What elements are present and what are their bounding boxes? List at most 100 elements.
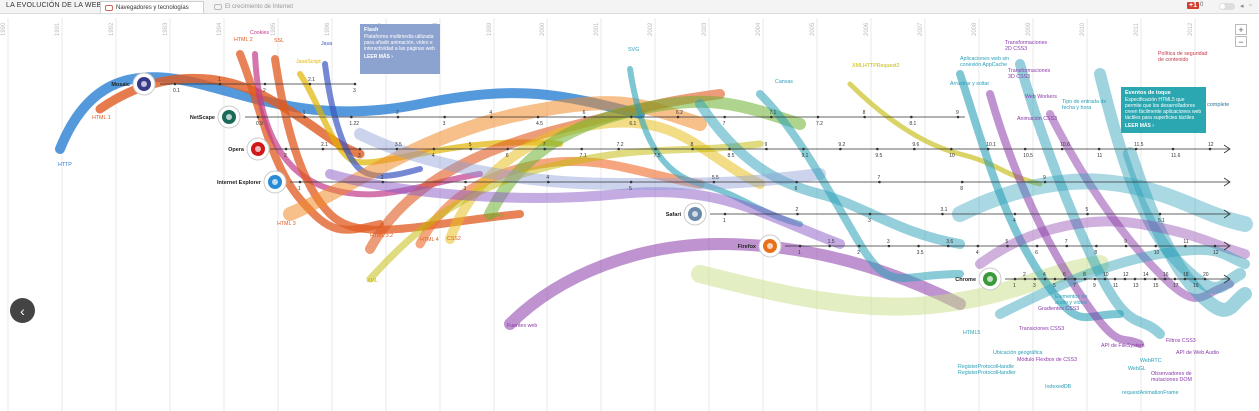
version-tick[interactable] (1043, 180, 1047, 184)
version-tick[interactable] (321, 147, 325, 151)
version-tick[interactable] (1103, 277, 1107, 281)
version-tick[interactable] (1143, 277, 1147, 281)
version-tick[interactable] (976, 244, 980, 248)
version-tick[interactable] (1083, 277, 1087, 281)
technology-label[interactable]: Fuentes web (507, 323, 537, 329)
version-tick[interactable] (218, 82, 222, 86)
version-tick[interactable] (1023, 147, 1027, 151)
technology-label[interactable]: Política de seguridad de contenido (1158, 51, 1208, 63)
version-tick[interactable] (795, 180, 798, 184)
technology-label[interactable]: SVG (628, 47, 639, 53)
version-tick[interactable] (1171, 147, 1175, 151)
version-tick[interactable] (303, 115, 306, 119)
technology-label[interactable]: XML (367, 278, 378, 284)
version-tick[interactable] (796, 212, 799, 216)
technology-label[interactable]: IndexedDB (1045, 384, 1072, 390)
version-tick[interactable] (506, 147, 510, 151)
version-tick[interactable] (630, 115, 633, 119)
version-tick[interactable] (263, 82, 267, 86)
display-toggle[interactable] (1219, 3, 1235, 10)
zoom-in-button[interactable]: + (1235, 24, 1247, 35)
version-tick[interactable] (469, 147, 473, 151)
version-tick[interactable] (723, 212, 727, 216)
technology-label[interactable]: Transformaciones 3D CSS3 (1008, 68, 1051, 80)
popup-more-link[interactable]: LEER MÁS › (364, 54, 393, 60)
browser-node-mosaic[interactable]: Mosaic (111, 72, 156, 96)
share-icon[interactable]: ▫ (1249, 2, 1252, 9)
version-tick[interactable] (1065, 244, 1069, 248)
version-tick[interactable] (1023, 277, 1027, 281)
version-tick[interactable] (1208, 147, 1212, 151)
version-tick[interactable] (712, 180, 716, 184)
version-tick[interactable] (298, 180, 302, 184)
technology-label[interactable]: Módulo Flexbox de CSS3 (1017, 357, 1077, 363)
timeline-canvas[interactable]: 1990199119921993199419951996199719981999… (0, 14, 1259, 411)
version-tick[interactable] (956, 115, 960, 119)
version-tick[interactable] (543, 147, 547, 151)
technology-label[interactable]: Observadores de mutaciones DOM (1151, 371, 1192, 383)
version-tick[interactable] (770, 115, 773, 119)
technology-label[interactable]: HTTP (58, 162, 72, 168)
technology-label[interactable]: API de FileSystem (1101, 343, 1145, 349)
gplus-button[interactable]: +1 (1187, 2, 1199, 9)
version-tick[interactable] (887, 244, 891, 248)
technology-label[interactable]: HTML5 (963, 330, 980, 336)
version-tick[interactable] (381, 180, 385, 184)
technology-label[interactable]: CSS2 (447, 236, 461, 242)
version-tick[interactable] (284, 147, 288, 151)
touch-events-popup[interactable]: Eventos de toque Especificación HTML5 qu… (1121, 87, 1206, 133)
version-tick[interactable] (946, 244, 950, 248)
version-tick[interactable] (1033, 277, 1037, 281)
version-tick[interactable] (173, 82, 177, 86)
version-tick[interactable] (1154, 244, 1158, 248)
technology-label[interactable]: SSL (274, 38, 284, 44)
version-tick[interactable] (395, 147, 399, 151)
browser-node-firefox[interactable]: Firefox (738, 234, 782, 258)
version-tick[interactable] (868, 212, 872, 216)
version-tick[interactable] (353, 82, 357, 86)
technology-label[interactable]: Elementos de audio y vídeo (1055, 294, 1087, 306)
technology-label[interactable]: API de Web Audio (1176, 350, 1219, 356)
version-tick[interactable] (490, 115, 493, 119)
version-tick[interactable] (863, 115, 866, 119)
technology-label[interactable]: Tipo de entrada de fecha y hora (1062, 99, 1106, 111)
popup-more-link[interactable]: LEER MÁS › (1125, 123, 1154, 129)
version-tick[interactable] (1163, 277, 1167, 281)
technology-label[interactable]: HTML 1 (92, 115, 111, 121)
version-tick[interactable] (583, 115, 586, 119)
version-tick[interactable] (547, 180, 550, 184)
version-tick[interactable] (1053, 277, 1057, 281)
version-tick[interactable] (676, 115, 680, 119)
version-tick[interactable] (1097, 147, 1101, 151)
version-tick[interactable] (816, 115, 820, 119)
flash-popup[interactable]: Flash Plataforma multimedia utilizada pa… (360, 24, 440, 74)
version-tick[interactable] (256, 115, 260, 119)
version-tick[interactable] (1158, 212, 1162, 216)
version-tick[interactable] (350, 115, 353, 119)
zoom-out-button[interactable]: − (1235, 36, 1247, 47)
technology-label[interactable]: Gradientes CSS3 (1038, 306, 1079, 312)
version-tick[interactable] (1183, 277, 1187, 281)
technology-label[interactable]: HTML 3.2 (370, 233, 393, 239)
version-tick[interactable] (723, 115, 726, 119)
technology-label[interactable]: AJAX (491, 213, 505, 219)
version-tick[interactable] (629, 180, 633, 184)
version-tick[interactable] (1213, 244, 1217, 248)
version-tick[interactable] (1153, 277, 1157, 281)
version-tick[interactable] (1060, 147, 1064, 151)
version-tick[interactable] (1113, 277, 1117, 281)
version-tick[interactable] (1133, 277, 1137, 281)
tech-label-complete[interactable]: complete (1207, 102, 1230, 108)
technology-label[interactable]: Canvas (775, 79, 793, 85)
version-tick[interactable] (857, 244, 861, 248)
version-tick[interactable] (443, 115, 446, 119)
technology-label[interactable]: WebRTC (1140, 358, 1162, 364)
version-tick[interactable] (396, 115, 400, 119)
version-tick[interactable] (464, 180, 467, 184)
version-tick[interactable] (580, 147, 583, 151)
version-tick[interactable] (536, 115, 540, 119)
version-tick[interactable] (1184, 244, 1187, 248)
browser-node-chrome[interactable]: Chrome (955, 267, 1002, 291)
technology-label[interactable]: XMLHTTPRequest2 (852, 63, 899, 69)
version-tick[interactable] (960, 180, 964, 184)
